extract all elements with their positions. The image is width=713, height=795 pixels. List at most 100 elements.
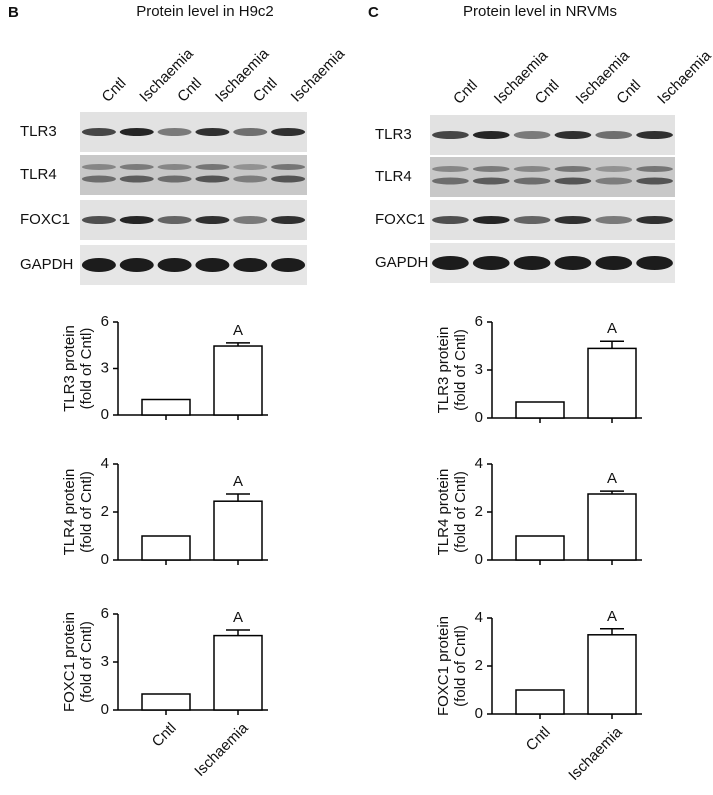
lane-label: Ischaemia — [288, 45, 349, 106]
blot-band — [233, 216, 268, 224]
x-tick-label: Cntl — [523, 724, 554, 755]
annotation: A — [607, 320, 617, 337]
blot-background — [430, 200, 675, 240]
y-tick-label: 0 — [475, 705, 483, 722]
y-axis-label: (fold of Cntl) — [78, 471, 95, 553]
lane-label: Cntl — [99, 75, 130, 106]
annotation: A — [233, 322, 243, 339]
blot-band — [119, 128, 154, 136]
y-axis-label: (fold of Cntl) — [78, 328, 95, 410]
blot-label: TLR3 — [20, 123, 57, 140]
blot-band — [636, 166, 673, 172]
annotation: A — [233, 473, 243, 490]
blot-band — [513, 177, 551, 185]
bar — [213, 345, 263, 416]
blot-band — [119, 216, 154, 224]
y-tick-label: 3 — [475, 361, 483, 378]
blot-band — [119, 258, 154, 272]
blot-band — [195, 164, 230, 170]
blot-band — [119, 175, 154, 183]
y-tick-label: 0 — [101, 701, 109, 718]
blot-background — [430, 243, 675, 283]
blot-background — [430, 115, 675, 155]
bar — [515, 401, 565, 419]
blot-band — [636, 131, 673, 139]
blot-band — [81, 258, 116, 272]
blot-band — [271, 164, 306, 170]
blot-band — [432, 256, 469, 270]
blot-label: TLR3 — [375, 126, 412, 143]
blot-band — [81, 216, 116, 224]
annotation: A — [233, 609, 243, 626]
blot-band — [233, 164, 268, 170]
bar — [141, 398, 191, 416]
blot-band — [157, 128, 192, 136]
lane-label: Cntl — [450, 77, 481, 108]
blot-label: TLR4 — [375, 168, 412, 185]
annotation: A — [607, 470, 617, 487]
blot-band — [157, 175, 192, 183]
blot-band — [554, 166, 592, 172]
x-tick-label: Ischaemia — [565, 723, 626, 784]
panel-title: Protein level in H9c2 — [136, 3, 274, 20]
y-axis-label: TLR4 protein — [435, 469, 452, 556]
bar — [213, 634, 263, 711]
blot-band — [554, 131, 592, 139]
blot-band — [513, 166, 551, 172]
y-axis-label: (fold of Cntl) — [452, 625, 469, 707]
blot-band — [195, 258, 230, 272]
blot-label: GAPDH — [375, 254, 428, 271]
blot-band — [195, 216, 230, 224]
blot-background — [80, 200, 307, 240]
blot-band — [233, 258, 268, 272]
panel-letter: C — [368, 4, 379, 21]
blot-band — [636, 177, 673, 185]
blot-background — [430, 157, 675, 197]
blot-band — [119, 164, 154, 170]
y-axis-label: (fold of Cntl) — [452, 329, 469, 411]
blot-background — [80, 155, 307, 195]
y-axis-label: FOXC1 protein — [435, 616, 452, 716]
panel-letter: B — [8, 4, 19, 21]
error-bar — [226, 342, 250, 347]
blot-label: FOXC1 — [375, 211, 425, 228]
lane-label: Cntl — [174, 75, 205, 106]
y-tick-label: 4 — [475, 455, 483, 472]
blot-band — [432, 131, 469, 139]
blot-band — [595, 177, 633, 185]
bar — [141, 693, 191, 711]
error-bar — [226, 629, 250, 636]
blot-label: FOXC1 — [20, 211, 70, 228]
blot-band — [81, 175, 116, 183]
blot-band — [157, 258, 192, 272]
blot-band — [554, 256, 592, 270]
blot-label: TLR4 — [20, 166, 57, 183]
y-axis-label: (fold of Cntl) — [452, 471, 469, 553]
y-tick-label: 0 — [475, 409, 483, 426]
x-tick-label: Cntl — [149, 720, 180, 751]
y-tick-label: 3 — [101, 653, 109, 670]
blot-background — [80, 112, 307, 152]
blot-band — [472, 166, 510, 172]
blot-band — [195, 175, 230, 183]
error-bar — [226, 493, 250, 502]
y-tick-label: 4 — [101, 455, 109, 472]
blot-band — [432, 177, 469, 185]
blot-label: GAPDH — [20, 256, 73, 273]
bar — [141, 535, 191, 561]
lane-label: Ischaemia — [654, 47, 713, 108]
lane-label: Cntl — [532, 77, 563, 108]
error-bar — [600, 340, 624, 349]
blot-band — [233, 175, 268, 183]
y-axis-label: (fold of Cntl) — [78, 621, 95, 703]
blot-band — [554, 216, 592, 224]
bar — [587, 347, 637, 419]
lane-label: Cntl — [613, 77, 644, 108]
blot-band — [472, 216, 510, 224]
blot-band — [472, 177, 510, 185]
panel-title: Protein level in NRVMs — [463, 3, 617, 20]
error-bar — [600, 490, 624, 494]
blot-band — [595, 166, 633, 172]
y-tick-label: 6 — [101, 313, 109, 330]
